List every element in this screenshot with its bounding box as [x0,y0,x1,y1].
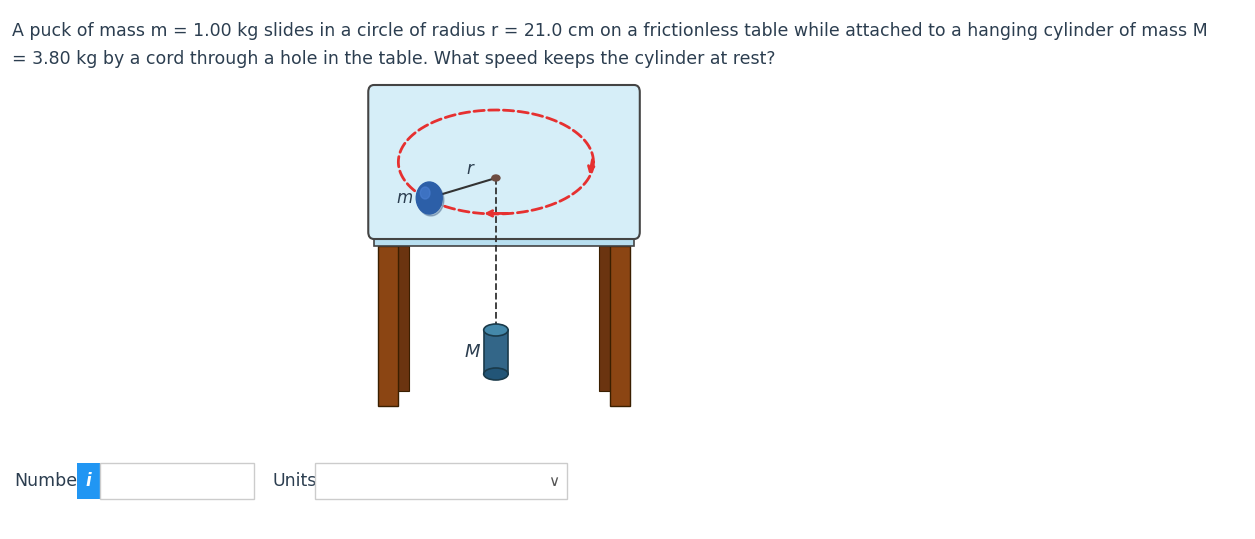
Text: M: M [464,343,479,361]
Circle shape [418,184,444,216]
Text: r: r [467,160,473,178]
Text: Units: Units [272,472,316,490]
Bar [483,330,508,374]
Circle shape [417,182,442,214]
Text: m: m [397,189,413,207]
Text: ∨: ∨ [548,473,560,488]
Bar [378,246,398,406]
Ellipse shape [483,368,508,380]
Bar [100,463,255,499]
Circle shape [420,187,430,199]
Bar [392,246,409,391]
Text: = 3.80 kg by a cord through a hole in the table. What speed keeps the cylinder a: = 3.80 kg by a cord through a hole in th… [13,50,776,68]
Text: Number: Number [15,472,85,490]
Ellipse shape [483,324,508,336]
Ellipse shape [492,175,499,181]
Bar [610,246,630,406]
FancyBboxPatch shape [368,85,640,239]
Bar [78,463,100,499]
Bar [599,246,616,391]
Text: A puck of mass m = 1.00 kg slides in a circle of radius r = 21.0 cm on a frictio: A puck of mass m = 1.00 kg slides in a c… [13,22,1209,40]
Bar [374,232,634,246]
Text: i: i [85,472,92,490]
Bar [315,463,566,499]
